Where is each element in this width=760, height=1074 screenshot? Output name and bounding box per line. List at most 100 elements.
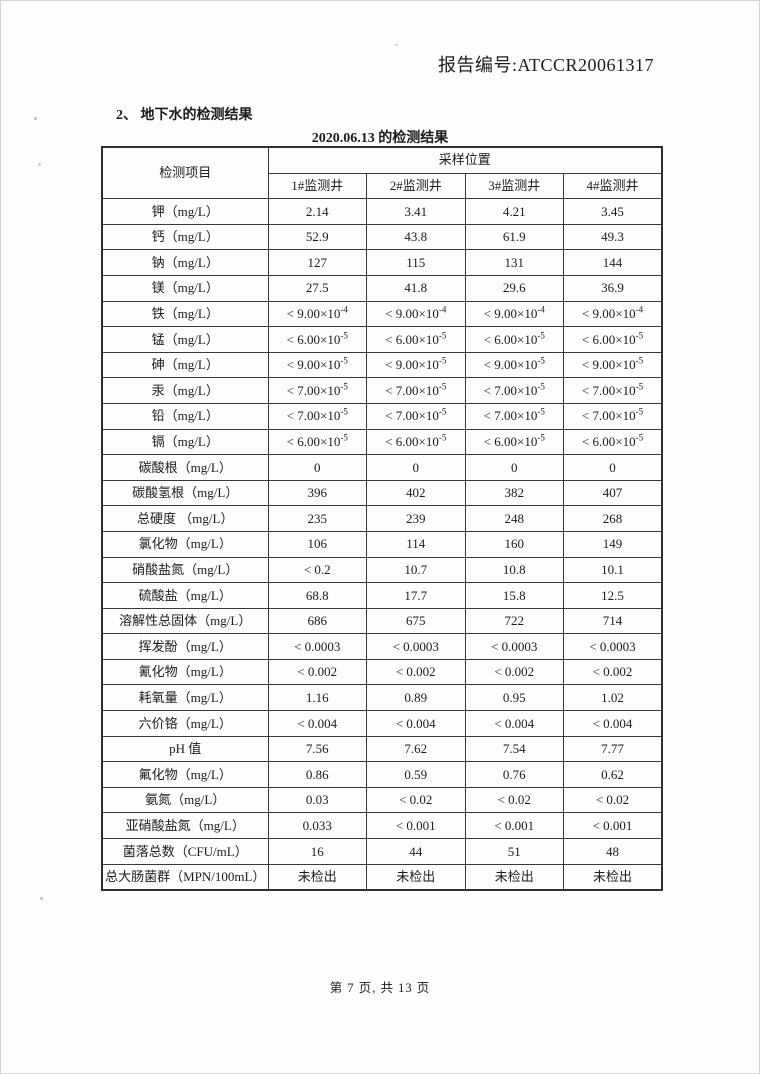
table-row: 钙（mg/L） 52.9 43.8 61.9 49.3	[101, 223, 663, 251]
value-cell: 144	[563, 249, 663, 276]
item-label: 钾（mg/L）	[101, 198, 269, 225]
well-column-header: 3#监测井	[464, 172, 564, 200]
exponent: -5	[438, 432, 447, 443]
exponent: -5	[438, 407, 447, 418]
exponent: -5	[340, 355, 348, 366]
value-cell: < 7.00×10-5	[464, 377, 564, 404]
value-cell: < 9.00×10-4	[366, 300, 466, 328]
value-cell: 未检出	[464, 863, 564, 891]
exponent: -5	[635, 330, 644, 341]
value-cell: < 6.00×10-5	[464, 428, 564, 456]
value-cell: 49.3	[563, 223, 663, 251]
value-cell: 61.9	[464, 223, 564, 251]
value-cell: 114	[366, 530, 466, 558]
value-cell: 0	[563, 454, 663, 481]
value-cell: < 6.00×10-5	[366, 428, 466, 456]
value-cell: < 0.002	[464, 658, 564, 686]
value-cell: 248	[464, 505, 564, 532]
report-number: 报告编号:ATCCR20061317	[437, 55, 654, 75]
value-cell: 160	[464, 530, 564, 558]
value-cell: 0.89	[366, 684, 466, 712]
table-row: 碳酸根（mg/L） 0 0 0 0	[101, 454, 663, 481]
value-cell: < 6.00×10-5	[267, 326, 367, 353]
value-cell: < 9.00×10-4	[267, 300, 367, 328]
value-cell: 407	[563, 479, 663, 507]
scan-speck	[34, 117, 37, 120]
table-row: 六价铬（mg/L） < 0.004 < 0.004 < 0.004 < 0.004	[101, 710, 663, 737]
item-label: 亚硝酸盐氮（mg/L）	[101, 812, 269, 840]
value-cell: < 7.00×10-5	[366, 377, 466, 404]
value-cell: 722	[464, 607, 564, 635]
item-label: 挥发酚（mg/L）	[101, 633, 269, 660]
value-cell: 48	[563, 838, 663, 865]
value-cell: 675	[366, 607, 466, 635]
item-column-header: 检测项目	[101, 146, 269, 200]
exponent: -5	[537, 381, 545, 392]
value-cell: < 0.002	[267, 658, 367, 686]
value-cell: 0.95	[464, 684, 564, 712]
value-cell: 36.9	[563, 274, 663, 302]
item-label: 碳酸氢根（mg/L）	[101, 479, 269, 507]
exponent: -5	[340, 381, 348, 392]
item-label: 硫酸盐（mg/L）	[101, 582, 269, 609]
value-cell: < 0.001	[563, 812, 663, 840]
value-cell: 51	[464, 838, 564, 865]
value-cell: 44	[366, 838, 466, 865]
value-cell: 382	[464, 479, 564, 507]
well-column-header: 1#监测井	[267, 172, 367, 200]
scan-speck	[40, 897, 43, 900]
table-title: 2020.06.13 的检测结果	[311, 131, 449, 146]
table-row: 氨氮（mg/L） 0.03 < 0.02 < 0.02 < 0.02	[101, 786, 663, 814]
exponent: -5	[537, 330, 545, 341]
value-cell: < 7.00×10-5	[267, 377, 367, 404]
value-cell: 0.59	[366, 761, 466, 788]
value-cell: < 0.02	[366, 786, 466, 814]
value-cell: 7.62	[366, 735, 466, 763]
value-cell: < 7.00×10-5	[464, 402, 564, 430]
value-cell: < 6.00×10-5	[563, 326, 663, 353]
value-cell: 41.8	[366, 274, 466, 302]
well-column-header: 2#监测井	[366, 172, 466, 200]
table-row: 锰（mg/L） < 6.00×10-5 < 6.00×10-5 < 6.00×10-5…	[101, 326, 663, 353]
value-cell: 239	[366, 505, 466, 532]
table-row: 氟化物（mg/L） 0.86 0.59 0.76 0.62	[101, 761, 663, 788]
value-cell: < 7.00×10-5	[267, 402, 367, 430]
item-label: 硝酸盐氮（mg/L）	[101, 556, 269, 584]
value-cell: < 9.00×10-5	[464, 351, 564, 379]
value-cell: < 9.00×10-5	[267, 351, 367, 379]
item-label: 氟化物（mg/L）	[101, 761, 269, 788]
table-row: 耗氧量（mg/L） 1.16 0.89 0.95 1.02	[101, 684, 663, 712]
exponent: -5	[635, 355, 644, 366]
table-row: 挥发酚（mg/L） < 0.0003 < 0.0003 < 0.0003 < 0.000…	[101, 633, 663, 660]
value-cell: < 9.00×10-4	[464, 300, 564, 328]
scan-speck	[395, 44, 398, 46]
exponent: -4	[438, 304, 447, 315]
value-cell: < 6.00×10-5	[366, 326, 466, 353]
value-cell: 115	[366, 249, 466, 276]
value-cell: 17.7	[366, 582, 466, 609]
item-label: 铁（mg/L）	[101, 300, 269, 328]
value-cell: < 0.0003	[563, 633, 663, 660]
value-cell: 0.033	[267, 812, 367, 840]
value-cell: 15.8	[464, 582, 564, 609]
value-cell: < 0.02	[563, 786, 663, 814]
item-label: 六价铬（mg/L）	[101, 710, 269, 737]
item-label: 耗氧量（mg/L）	[101, 684, 269, 712]
value-cell: 0	[267, 454, 367, 481]
exponent: -5	[537, 407, 545, 418]
item-label: 钠（mg/L）	[101, 249, 269, 276]
item-label: 锰（mg/L）	[101, 326, 269, 353]
value-cell: 12.5	[563, 582, 663, 609]
item-label: 氰化物（mg/L）	[101, 658, 269, 686]
value-cell: 0.03	[267, 786, 367, 814]
value-cell: < 0.0003	[464, 633, 564, 660]
value-cell: 2.14	[267, 198, 367, 225]
item-label: 氨氮（mg/L）	[101, 786, 269, 814]
results-table-body: 检测项目 采样位置 1#监测井 2#监测井 3#监测井 4#监测井 钾（mg/L…	[101, 146, 663, 891]
sampling-location-header: 采样位置	[267, 146, 663, 174]
exponent: -5	[635, 407, 644, 418]
exponent: -4	[537, 304, 545, 315]
value-cell: 27.5	[267, 274, 367, 302]
value-cell: < 0.004	[563, 710, 663, 737]
value-cell: < 0.004	[267, 710, 367, 737]
